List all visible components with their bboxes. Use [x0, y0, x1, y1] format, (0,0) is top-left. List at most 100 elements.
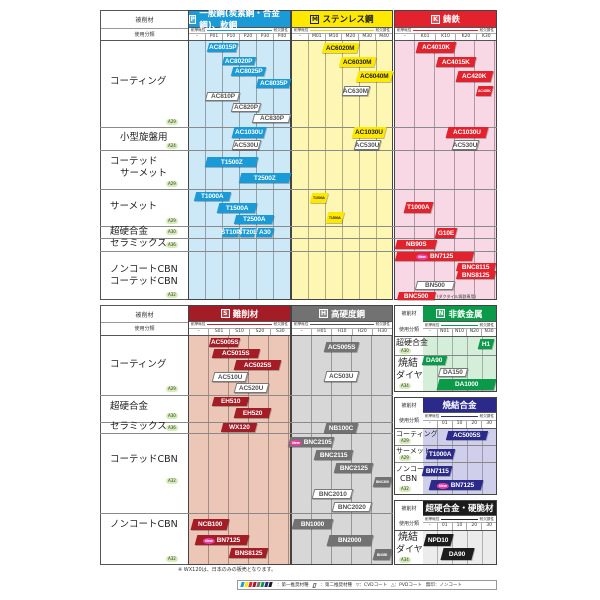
row-label-coated-cermet-2: サーメット	[120, 168, 168, 179]
wear-label: 耐摩耗性	[294, 28, 309, 32]
ref-tag: A32	[166, 556, 178, 562]
grade-chip-t1000a: T1000A	[193, 192, 232, 201]
grade-name: A30	[259, 229, 271, 236]
grade-name: T1000A	[201, 193, 224, 200]
row-label-carbide: 超硬合金	[110, 401, 149, 412]
wear-label: 耐摩耗性	[294, 322, 309, 327]
arrow-icon	[207, 324, 272, 326]
grade-name: AC5005S	[453, 432, 481, 439]
grade-chip-t1500a: T1500A	[325, 212, 345, 223]
legend-primary: ：第一推奨材種	[277, 583, 309, 588]
grade-name: AC420K	[462, 73, 487, 80]
grade-name: DA90	[426, 357, 443, 364]
grade-name: G10E	[437, 229, 455, 237]
grade-name: NCB100	[197, 521, 223, 528]
chipping-label: 耐欠損性	[479, 516, 494, 521]
grade-chip-t1000a: T1000A	[309, 193, 329, 203]
col-label: 30	[481, 420, 496, 428]
grade-name: AC1030U	[235, 129, 263, 136]
grade-chip-bn7125: New BN7125	[194, 535, 250, 545]
K-title: 鋳鉄	[442, 15, 460, 25]
grade-chip-ac510u: AC510U	[211, 372, 249, 382]
grade-chip-h1: H1	[477, 339, 495, 349]
column-P: P 一般鋼(炭素鋼・合金鋼)、軟鋼 耐摩耗性 耐欠損性 – P01 P10 P20 P30 P…	[188, 9, 291, 300]
grade-chip-npd10: NPD10	[423, 534, 454, 546]
row-label-pcd-2: ダイヤ	[396, 371, 423, 381]
grade-chip-wx120: WX120	[220, 423, 258, 432]
grade-name: AC520U	[239, 384, 264, 392]
row-divider	[100, 238, 497, 239]
grade-name: T1500Z	[220, 158, 243, 166]
row-label-uncoated-cbn: ノンコート	[396, 465, 431, 473]
grade-chip-t1000a: T1000A	[425, 449, 456, 459]
grade-chip-nb100c: NB100C	[323, 423, 359, 433]
col-label: P10	[222, 34, 239, 40]
grade-chip-bnc2020: BNC2020	[331, 502, 373, 512]
grade-name: DA150	[443, 369, 463, 376]
grade-name: AC5015S	[222, 350, 250, 357]
usage-label: 使用分類	[398, 327, 419, 333]
row-divider	[100, 513, 393, 514]
grade-chip-ac6030m: AC6030M	[338, 57, 377, 67]
grade-chip-ac6020m: AC6020M	[321, 43, 360, 53]
col-label: P01	[205, 34, 222, 40]
legend-secondary-swatch	[311, 582, 317, 588]
arrow-icon	[441, 518, 478, 520]
grade-chip-ac8025p: AC8025P	[230, 67, 267, 76]
grade-chip-bnc2115: BNC2115	[313, 450, 354, 460]
grade-name: BNC300	[376, 480, 389, 484]
arrow-icon	[441, 415, 478, 417]
grade-name: AC8025P	[234, 68, 263, 75]
workpiece-label: 被削材	[401, 506, 417, 512]
grade-chip-da150: DA150	[437, 368, 469, 377]
ref-tag: A32	[399, 486, 411, 492]
P-letter: P	[189, 14, 197, 24]
wear-label: 耐摩耗性	[425, 413, 440, 418]
legend-primary-swatch	[240, 581, 273, 589]
col-label: –	[403, 34, 406, 39]
row-label-cbn: ノンコートCBN	[110, 264, 178, 275]
grade-name: T2500Z	[254, 174, 276, 182]
grade-name: AC810P	[210, 93, 235, 100]
grade-name: BN350	[377, 552, 388, 557]
grade-name: AC530U	[234, 141, 259, 149]
grade-name: AC4015K	[442, 58, 470, 66]
grade-chip-bns8125: BNS8125	[228, 548, 269, 558]
col-label: 30	[481, 523, 496, 530]
grade-chip-eh520: EH520	[233, 408, 272, 418]
col-label: –	[428, 523, 432, 528]
chipping-label: 耐欠損性	[375, 28, 390, 32]
row-label-carbide: 超硬合金	[110, 226, 149, 237]
grade-chip-ac5005s: AC5005S	[208, 338, 241, 347]
col-label: P40	[273, 34, 290, 40]
grade-name: AC6020M	[326, 44, 355, 52]
grade-chip-ac8015p: AC8015P	[206, 43, 239, 52]
ref-tag: A29	[166, 119, 178, 125]
row-label-coating: コーティング	[110, 76, 167, 87]
grade-chip-a30: A30	[255, 228, 275, 237]
grade-chip-nb90s: NB90S	[394, 240, 438, 249]
grade-name: AC1030U	[355, 129, 383, 136]
grade-chip-ac630m: AC630M	[341, 86, 371, 96]
wear-label: 耐摩耗性	[425, 516, 440, 521]
M-title: ステンレス鋼	[322, 15, 374, 25]
grade-name: BN7115	[425, 467, 449, 475]
row-label-coated-cermet: コーテッド	[110, 156, 158, 167]
legend-cvd: ▽：CVDコート	[356, 583, 388, 588]
ref-tag: A29	[166, 181, 178, 187]
grade-chip-t1000a: T1000A	[403, 202, 434, 213]
column-M: M ステンレス鋼 耐摩耗性 耐欠損性 – M01 M10 M20 M30 M40	[291, 10, 393, 300]
grade-chip-ac5005s: AC5005S	[445, 431, 489, 440]
ref-tag: A32	[166, 292, 178, 298]
grade-name: BNC8115	[462, 263, 490, 271]
grade-chip-bns8125: BNS8125	[455, 271, 497, 279]
S-letter: S	[220, 309, 230, 318]
col-label: –	[197, 328, 200, 334]
col-label: N20	[466, 329, 481, 336]
row-label-carbide: 超硬合金	[396, 338, 428, 347]
grade-name: AC530U	[355, 141, 380, 149]
grade-name: DA1000	[454, 381, 479, 388]
col-label: N01	[436, 329, 452, 336]
grade-name: AC4010K	[422, 44, 450, 51]
grade-chip-ac830p: AC830P	[251, 114, 292, 123]
